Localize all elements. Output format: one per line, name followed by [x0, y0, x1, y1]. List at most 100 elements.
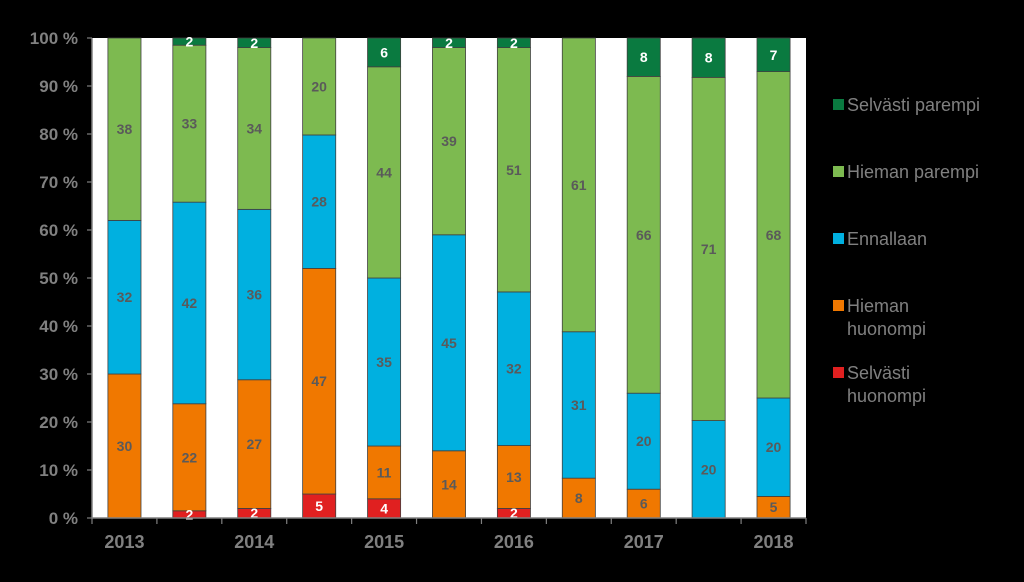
bar-segment-9-2 [691, 420, 726, 519]
bar-segment-8-1 [626, 488, 661, 519]
bar-segment-2-3 [237, 47, 272, 210]
bar-value-label: 6 [380, 44, 388, 60]
y-tick-label: 20 % [39, 413, 78, 432]
y-tick-label: 80 % [39, 125, 78, 144]
bar-value-label: 71 [701, 241, 717, 257]
bar-value-label: 31 [571, 397, 587, 413]
bar-segment-5-3 [432, 47, 466, 236]
bar-segment-2-2 [237, 208, 272, 381]
bar-segment-5-1 [432, 450, 466, 519]
bar-value-label: 39 [441, 133, 457, 149]
bar-value-label: 5 [315, 498, 323, 514]
bar-value-label: 8 [640, 49, 648, 65]
x-tick-label: 2015 [364, 532, 404, 552]
x-tick-label: 2013 [104, 532, 144, 552]
y-tick-label: 0 % [49, 509, 78, 528]
bar-value-label: 51 [506, 162, 522, 178]
bar-segment-10-2 [756, 397, 791, 497]
bar-segment-5-4 [432, 37, 466, 49]
y-tick-label: 60 % [39, 221, 78, 240]
bar-segment-3-0 [302, 493, 337, 519]
bar-segment-6-1 [496, 445, 531, 509]
bar-segment-4-3 [367, 66, 402, 279]
bar-value-label: 20 [766, 439, 782, 455]
legend-label: Hieman parempi [847, 162, 979, 182]
bar-value-label: 42 [182, 295, 198, 311]
legend-swatch [833, 367, 844, 378]
bar-segment-6-4 [496, 37, 531, 49]
bar-segment-4-4 [367, 37, 402, 68]
bars-layer [107, 37, 791, 519]
bar-segment-3-2 [302, 134, 337, 269]
bar-segment-1-4 [172, 37, 207, 46]
bar-value-label: 13 [506, 469, 522, 485]
bar-segment-7-1 [561, 477, 596, 519]
bar-segment-1-2 [172, 201, 207, 405]
bar-value-label: 2 [510, 35, 518, 51]
x-tick-label: 2014 [234, 532, 274, 552]
legend-label: huonompi [847, 319, 926, 339]
y-tick-label: 100 % [30, 29, 78, 48]
y-tick-label: 90 % [39, 77, 78, 96]
legend-label: Selvästi parempi [847, 95, 980, 115]
bar-value-label: 2 [250, 35, 258, 51]
bar-segment-6-3 [496, 47, 531, 293]
bar-segment-5-2 [432, 234, 466, 452]
legend-swatch [833, 300, 844, 311]
bar-value-label: 30 [117, 438, 133, 454]
bar-value-label: 34 [246, 120, 262, 136]
bar-segment-9-4 [691, 37, 726, 78]
bar-segment-7-2 [561, 331, 596, 479]
x-tick-label: 2017 [624, 532, 664, 552]
bar-value-label: 8 [575, 490, 583, 506]
bar-value-label: 66 [636, 227, 652, 243]
bar-value-label: 22 [182, 449, 198, 465]
legend-label: huonompi [847, 386, 926, 406]
bar-value-label: 32 [117, 289, 133, 305]
bar-value-label: 68 [766, 227, 782, 243]
bar-segment-8-4 [626, 37, 661, 77]
bar-segment-9-3 [691, 76, 726, 421]
y-tick-label: 70 % [39, 173, 78, 192]
legend-label: Selvästi [847, 363, 910, 383]
bar-value-label: 2 [185, 506, 193, 522]
axes-layer: 0 % 10 % 20 % 30 % 40 % 50 % 60 % 70 % 80 % 90 % 1… [30, 29, 807, 552]
bar-value-label: 11 [377, 464, 392, 480]
legend-swatch [833, 166, 844, 177]
y-tick-label: 50 % [39, 269, 78, 288]
x-tick-label: 2016 [494, 532, 534, 552]
y-tick-label: 30 % [39, 365, 78, 384]
bar-value-label: 45 [441, 335, 457, 351]
bar-value-label: 28 [311, 194, 327, 210]
bar-value-label: 2 [185, 34, 193, 50]
bar-segment-1-1 [172, 403, 207, 512]
bar-segment-4-1 [367, 445, 402, 500]
legend: Selvästi parempi Hieman parempi Ennallaan H… [833, 95, 980, 406]
bar-segment-7-3 [561, 37, 596, 333]
bar-segment-3-3 [302, 37, 337, 136]
bar-segment-0-3 [107, 37, 142, 221]
bar-value-label: 2 [510, 505, 518, 521]
bar-value-label: 4 [380, 500, 388, 516]
bar-segment-10-4 [756, 37, 791, 72]
bar-labels-layer: 3032382224233222736342547282041135446144… [117, 34, 782, 523]
bar-value-label: 20 [636, 433, 652, 449]
bar-segment-0-1 [107, 373, 142, 519]
y-tick-label: 10 % [39, 461, 78, 480]
legend-label: Ennallaan [847, 229, 927, 249]
legend-swatch [833, 99, 844, 110]
bar-value-label: 2 [445, 35, 453, 51]
x-tick-label: 2018 [754, 532, 794, 552]
bar-value-label: 14 [441, 476, 457, 492]
bar-value-label: 5 [770, 499, 778, 515]
bar-value-label: 20 [701, 461, 717, 477]
bar-value-label: 35 [376, 354, 392, 370]
bar-value-label: 8 [705, 50, 713, 66]
bar-segment-8-3 [626, 76, 661, 394]
bar-value-label: 20 [311, 78, 327, 94]
bar-value-label: 44 [376, 164, 392, 180]
legend-swatch [833, 233, 844, 244]
bar-segment-1-3 [172, 44, 207, 203]
bar-value-label: 47 [311, 373, 327, 389]
